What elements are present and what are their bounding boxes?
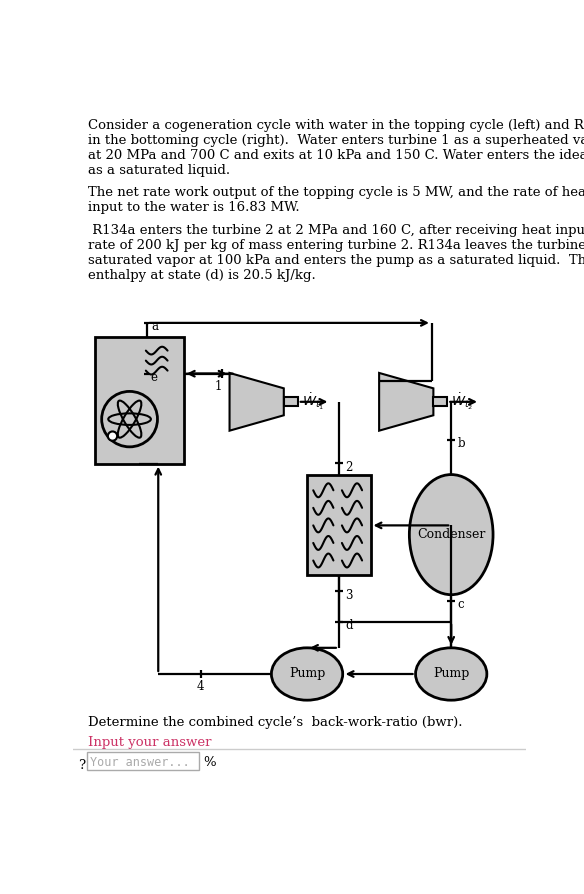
Text: ?: ? bbox=[78, 759, 85, 772]
Text: 4: 4 bbox=[197, 680, 204, 693]
Text: c: c bbox=[457, 598, 464, 611]
Text: The net rate work output of the topping cycle is 5 MW, and the rate of heat
inpu: The net rate work output of the topping … bbox=[89, 186, 584, 214]
Text: Condenser: Condenser bbox=[417, 528, 485, 541]
Text: R134a enters the turbine 2 at 2 MPa and 160 C, after receiving heat input at a
r: R134a enters the turbine 2 at 2 MPa and … bbox=[89, 224, 584, 283]
Text: Determine the combined cycle’s  back-work-ratio (bwr).: Determine the combined cycle’s back-work… bbox=[89, 715, 463, 729]
Text: e: e bbox=[151, 371, 158, 384]
Text: Pump: Pump bbox=[289, 668, 325, 680]
Text: 2: 2 bbox=[345, 460, 352, 474]
Text: Consider a cogeneration cycle with water in the topping cycle (left) and R134a
i: Consider a cogeneration cycle with water… bbox=[89, 119, 584, 177]
Ellipse shape bbox=[416, 648, 487, 700]
Text: a: a bbox=[151, 320, 158, 333]
Ellipse shape bbox=[409, 475, 493, 595]
Bar bbox=[307, 476, 371, 576]
Text: $\dot{W}_{t_1}$: $\dot{W}_{t_1}$ bbox=[301, 392, 324, 412]
Text: Input your answer: Input your answer bbox=[89, 736, 212, 748]
Bar bbox=[95, 337, 184, 464]
Text: b: b bbox=[457, 437, 465, 451]
Bar bbox=[284, 397, 298, 407]
Bar bbox=[433, 397, 447, 407]
Polygon shape bbox=[379, 373, 433, 431]
Bar bbox=[87, 752, 199, 771]
Text: d: d bbox=[345, 620, 353, 632]
Circle shape bbox=[108, 432, 117, 441]
Text: 1: 1 bbox=[215, 380, 222, 392]
Text: $\dot{W}_{t_2}$: $\dot{W}_{t_2}$ bbox=[451, 392, 474, 412]
Ellipse shape bbox=[272, 648, 343, 700]
Text: Pump: Pump bbox=[433, 668, 470, 680]
Text: %: % bbox=[203, 755, 216, 769]
Polygon shape bbox=[230, 373, 284, 431]
Text: Your answer...: Your answer... bbox=[90, 755, 190, 769]
Text: 3: 3 bbox=[345, 588, 353, 602]
